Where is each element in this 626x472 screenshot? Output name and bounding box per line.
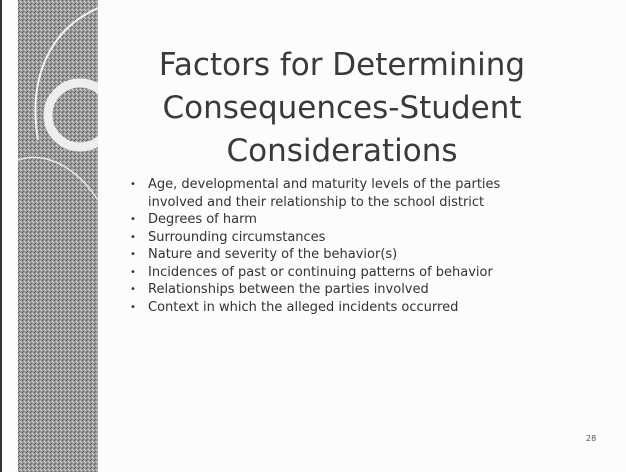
page: Factors for DeterminingConsequences-Stud… <box>0 0 626 472</box>
bullet: Degrees of harm <box>128 211 548 229</box>
bullet: Nature and severity of the behavior(s) <box>128 246 548 264</box>
bullet: Relationships between the parties involv… <box>128 281 548 299</box>
bullet-list: Age, developmental and maturity levels o… <box>128 176 548 316</box>
title-line: Considerations <box>132 130 552 173</box>
bullet: Age, developmental and maturity levels o… <box>128 176 548 211</box>
title-line: Consequences-Student <box>132 87 552 130</box>
bullet: Context in which the alleged incidents o… <box>128 299 548 317</box>
title-line: Factors for Determining <box>132 44 552 87</box>
decorative-strip <box>18 0 98 472</box>
page-number: 28 <box>586 434 596 443</box>
bullet: Surrounding circumstances <box>128 229 548 247</box>
slide: Factors for DeterminingConsequences-Stud… <box>0 0 626 472</box>
bullet: Incidences of past or continuing pattern… <box>128 264 548 282</box>
